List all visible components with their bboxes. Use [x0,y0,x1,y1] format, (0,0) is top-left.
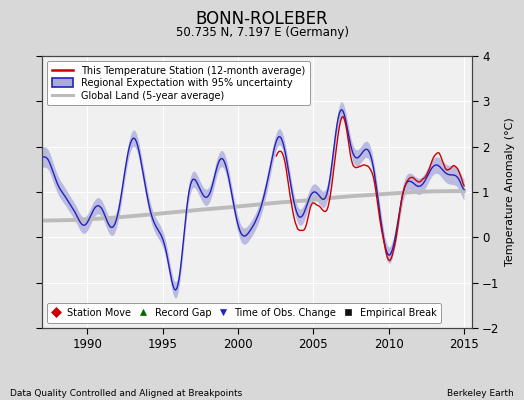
Text: Berkeley Earth: Berkeley Earth [447,389,514,398]
Y-axis label: Temperature Anomaly (°C): Temperature Anomaly (°C) [505,118,515,266]
Text: BONN-ROLEBER: BONN-ROLEBER [195,10,329,28]
Text: Data Quality Controlled and Aligned at Breakpoints: Data Quality Controlled and Aligned at B… [10,389,243,398]
Legend: Station Move, Record Gap, Time of Obs. Change, Empirical Break: Station Move, Record Gap, Time of Obs. C… [47,304,441,323]
Text: 50.735 N, 7.197 E (Germany): 50.735 N, 7.197 E (Germany) [176,26,348,39]
